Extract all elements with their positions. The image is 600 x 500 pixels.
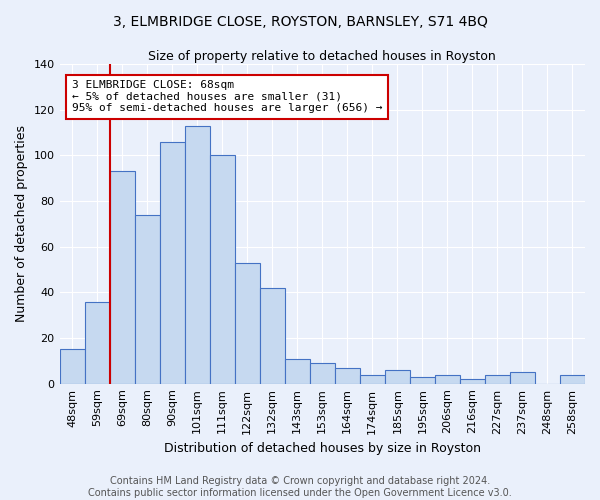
Bar bbox=[209, 156, 235, 384]
Bar bbox=[134, 215, 160, 384]
Title: Size of property relative to detached houses in Royston: Size of property relative to detached ho… bbox=[148, 50, 496, 63]
Bar bbox=[59, 350, 85, 384]
Bar bbox=[485, 374, 510, 384]
Bar bbox=[360, 374, 385, 384]
Bar bbox=[510, 372, 535, 384]
Bar bbox=[185, 126, 209, 384]
Text: Contains HM Land Registry data © Crown copyright and database right 2024.
Contai: Contains HM Land Registry data © Crown c… bbox=[88, 476, 512, 498]
Text: 3 ELMBRIDGE CLOSE: 68sqm
← 5% of detached houses are smaller (31)
95% of semi-de: 3 ELMBRIDGE CLOSE: 68sqm ← 5% of detache… bbox=[72, 80, 383, 114]
Bar bbox=[285, 358, 310, 384]
Bar bbox=[160, 142, 185, 384]
Bar bbox=[435, 374, 460, 384]
Bar bbox=[260, 288, 285, 384]
Bar bbox=[310, 363, 335, 384]
Bar bbox=[335, 368, 360, 384]
Bar bbox=[85, 302, 110, 384]
Y-axis label: Number of detached properties: Number of detached properties bbox=[15, 126, 28, 322]
Bar bbox=[385, 370, 410, 384]
Bar bbox=[560, 374, 585, 384]
Bar bbox=[235, 262, 260, 384]
X-axis label: Distribution of detached houses by size in Royston: Distribution of detached houses by size … bbox=[164, 442, 481, 455]
Text: 3, ELMBRIDGE CLOSE, ROYSTON, BARNSLEY, S71 4BQ: 3, ELMBRIDGE CLOSE, ROYSTON, BARNSLEY, S… bbox=[113, 15, 487, 29]
Bar bbox=[460, 379, 485, 384]
Bar bbox=[410, 377, 435, 384]
Bar bbox=[110, 172, 134, 384]
